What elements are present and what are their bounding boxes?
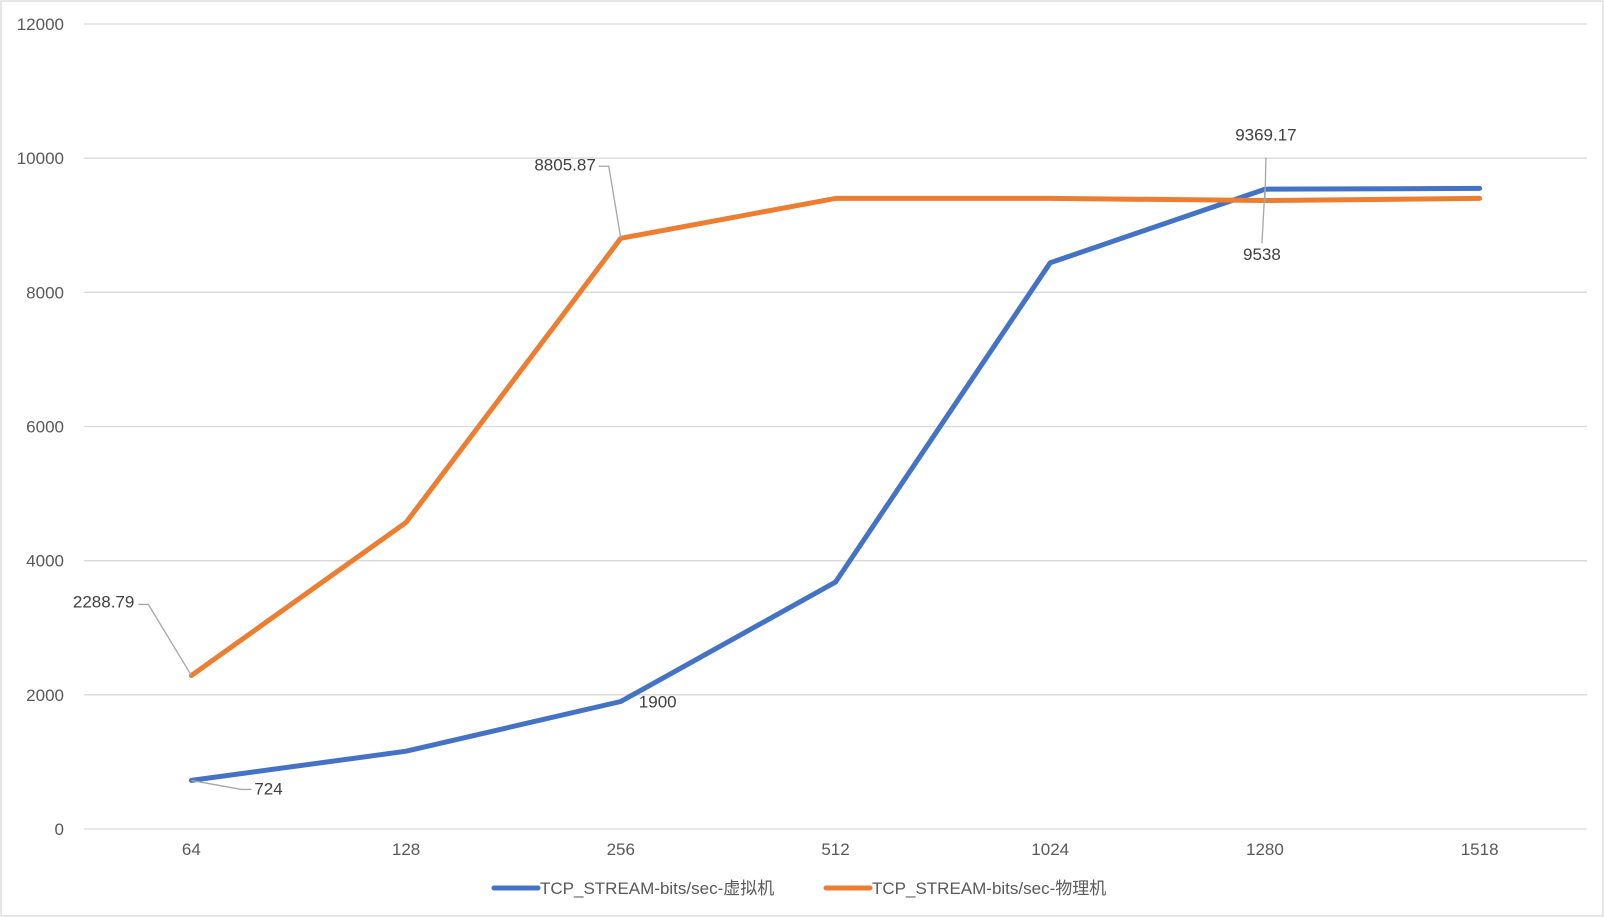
legend-label-1: TCP_STREAM-bits/sec-虚拟机 xyxy=(540,879,774,898)
y-tick-label: 2000 xyxy=(26,686,64,705)
gridlines xyxy=(84,23,1587,830)
data-labels: 724 1900 9538 2288.79 8805.87 9369.17 xyxy=(73,125,1297,798)
legend-label-2: TCP_STREAM-bits/sec-物理机 xyxy=(872,879,1106,898)
y-tick-label: 4000 xyxy=(26,552,64,571)
legend: TCP_STREAM-bits/sec-虚拟机 TCP_STREAM-bits/s… xyxy=(491,879,1106,898)
x-tick-label: 256 xyxy=(607,840,635,859)
x-tick-label: 1518 xyxy=(1461,840,1499,859)
data-label: 9538 xyxy=(1243,245,1281,264)
data-label-leader xyxy=(138,603,192,676)
data-label: 724 xyxy=(254,779,282,798)
x-axis-tick-labels: 64 128 256 512 1024 1280 1518 xyxy=(182,840,1499,859)
x-tick-label: 128 xyxy=(392,840,420,859)
data-label: 9369.17 xyxy=(1235,125,1296,144)
data-label: 1900 xyxy=(639,693,677,712)
y-tick-label: 8000 xyxy=(26,283,64,302)
data-label: 2288.79 xyxy=(73,592,134,611)
data-label-leader xyxy=(598,165,622,239)
data-label: 8805.87 xyxy=(534,155,595,174)
y-axis-tick-labels: 0 2000 4000 6000 8000 10000 12000 xyxy=(17,15,64,839)
data-label-leader xyxy=(191,779,252,791)
x-tick-label: 1280 xyxy=(1246,840,1284,859)
y-tick-label: 6000 xyxy=(26,418,64,437)
data-label-leader xyxy=(1264,157,1267,201)
x-tick-label: 512 xyxy=(821,840,849,859)
x-tick-label: 1024 xyxy=(1031,840,1069,859)
y-tick-label: 12000 xyxy=(17,15,64,34)
x-tick-label: 64 xyxy=(182,840,201,859)
y-tick-label: 10000 xyxy=(17,149,64,168)
y-tick-label: 0 xyxy=(55,820,64,839)
